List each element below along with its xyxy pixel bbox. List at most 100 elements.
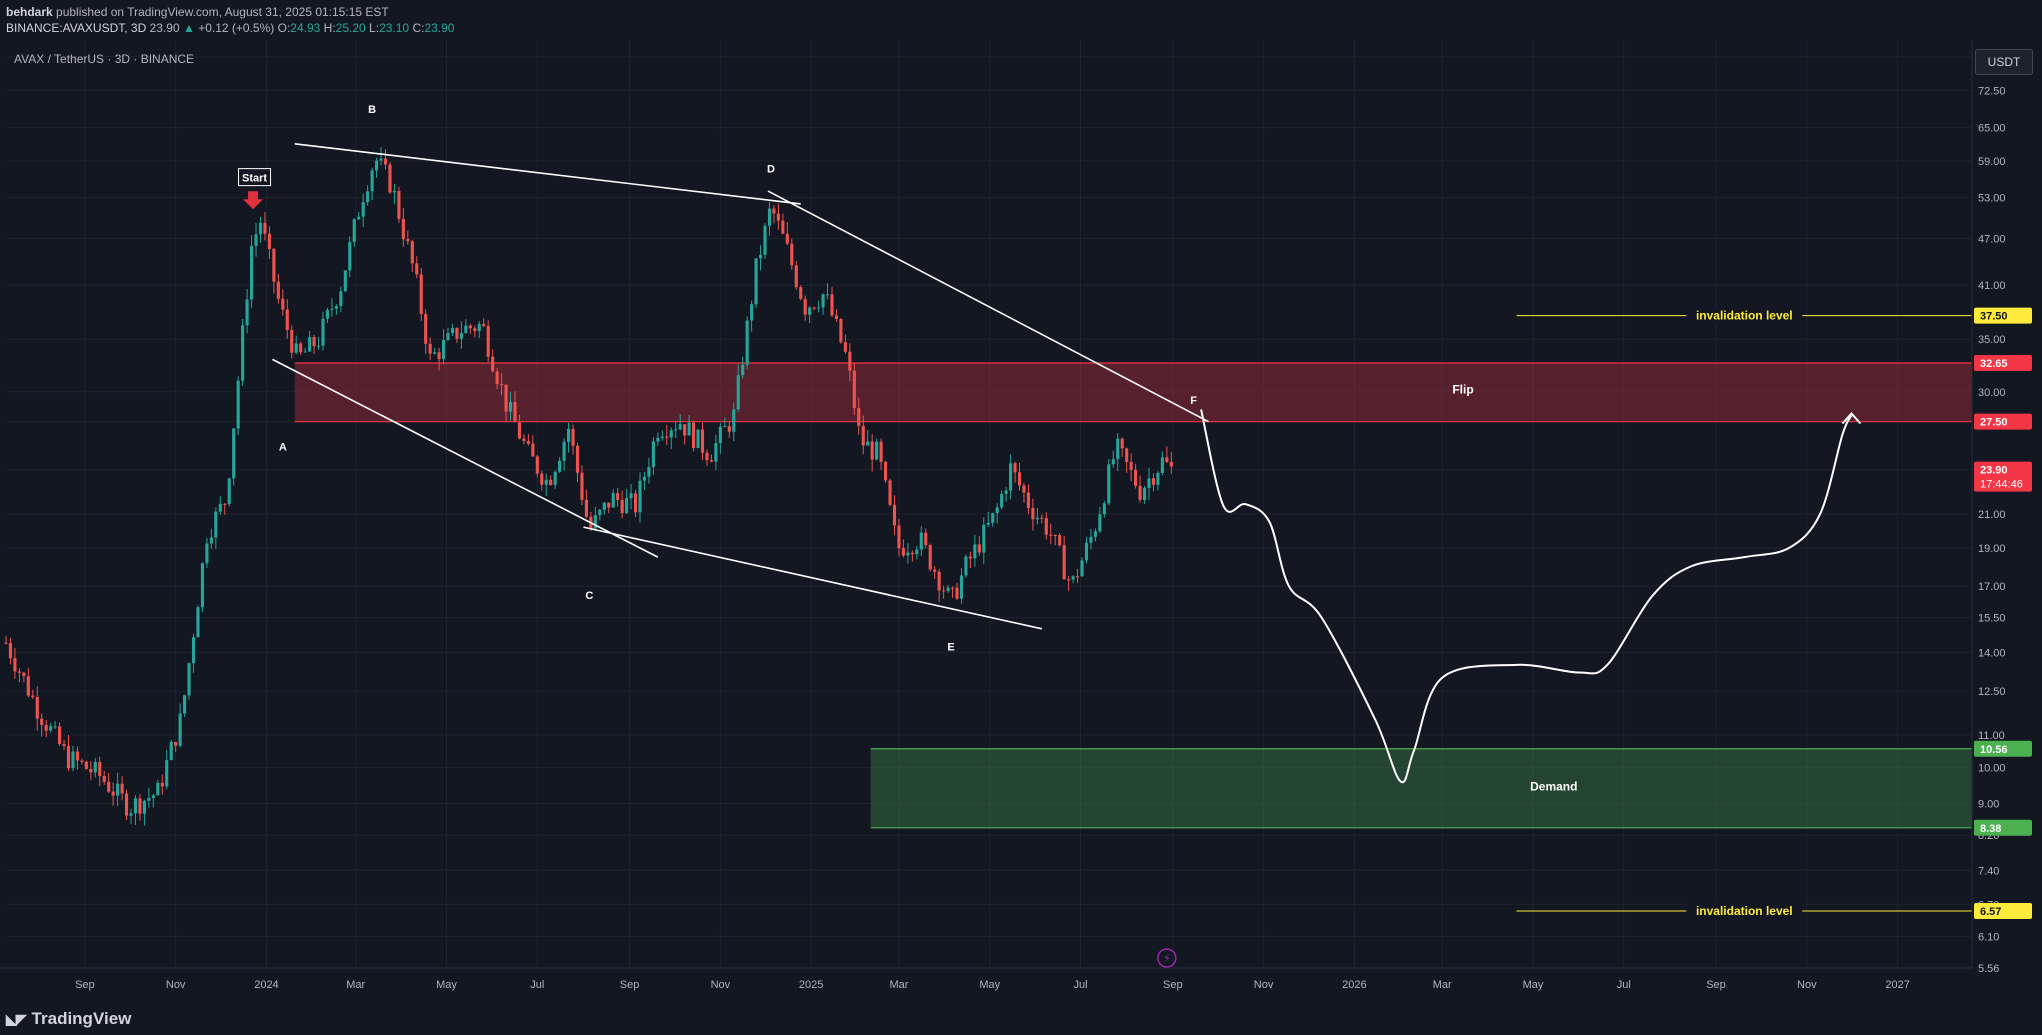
candle-body (968, 556, 972, 559)
candle-body (745, 320, 749, 365)
candle-body (933, 569, 937, 572)
candle-body (187, 663, 191, 696)
price-tick-label: 65.00 (1978, 123, 2006, 135)
author-name[interactable]: behdark (6, 5, 53, 19)
low-value: 23.10 (379, 21, 410, 35)
invalidation-label-bg (1686, 307, 1803, 324)
candle-body (687, 422, 691, 436)
symbol[interactable]: BINANCE:AVAXUSDT, 3D (6, 21, 147, 35)
candle-body (437, 352, 441, 360)
candle-body (799, 287, 803, 299)
candle-body (66, 745, 71, 769)
candle-body (611, 493, 615, 508)
candle-body (450, 327, 455, 333)
candle-body (245, 299, 249, 326)
candle-body (660, 436, 664, 438)
candle-body (1147, 478, 1151, 489)
candle-body (651, 441, 655, 468)
candle-body (383, 158, 388, 165)
candle-body (1102, 503, 1106, 515)
candle-body (884, 461, 888, 481)
candle-body (616, 493, 620, 500)
candle-body (120, 783, 124, 794)
candle-body (330, 308, 334, 310)
candle-body (758, 254, 763, 259)
candle-body (44, 724, 48, 731)
candle-body (683, 424, 687, 436)
candle-body (169, 741, 173, 761)
footer: ◣◤ TradingView (0, 1001, 2042, 1035)
candle-body (924, 532, 928, 545)
time-tick-label: May (979, 979, 1000, 991)
price-label: 37.50 (1980, 311, 2008, 323)
candle-body (1160, 457, 1164, 474)
time-tick-label: Sep (1163, 979, 1183, 991)
candle-body (13, 658, 17, 672)
chart-title: AVAX / TetherUS · 3D · BINANCE (14, 52, 194, 66)
invalidation-label: invalidation level (1696, 904, 1793, 918)
currency-selector[interactable]: USDT (1975, 49, 2033, 75)
price-tick-label: 6.10 (1978, 931, 1999, 943)
candle-body (942, 590, 946, 592)
candle-body (428, 343, 432, 354)
candle-body (808, 307, 812, 315)
time-tick-label: 2027 (1885, 979, 1909, 991)
low-label: L: (369, 21, 380, 35)
candle-body (1004, 490, 1008, 494)
candle-body (98, 761, 102, 776)
candle-body (625, 498, 629, 514)
price-label-bg (1974, 740, 2032, 757)
zone-label: Demand (1530, 780, 1577, 794)
candle-body (584, 499, 588, 517)
candle-body (790, 243, 794, 266)
symbol-line: BINANCE:AVAXUSDT, 3D 23.90 ▲ +0.12 (+0.5… (6, 21, 454, 35)
price-label: 8.38 (1980, 823, 2001, 835)
candles (4, 147, 1173, 826)
candle-body (495, 371, 499, 385)
candle-body (464, 325, 468, 333)
candle-body (196, 607, 200, 638)
candle-body (258, 222, 263, 235)
time-tick-label: 2026 (1342, 979, 1366, 991)
candle-body (321, 318, 325, 346)
candle-body (928, 544, 932, 570)
candle-body (272, 248, 276, 282)
candle-body (669, 430, 673, 438)
replay-marker-icon (1157, 948, 1177, 968)
candle-body (1022, 485, 1026, 493)
candle-body (754, 258, 758, 305)
tradingview-logo[interactable]: ◣◤ TradingView (6, 1009, 131, 1029)
candle-body (794, 265, 798, 288)
candle-body (348, 241, 352, 271)
candle-body (1142, 488, 1147, 500)
publish-line: behdark published on TradingView.com, Au… (6, 5, 389, 19)
candle-body (71, 751, 75, 769)
price-tick-label: 15.50 (1978, 613, 2006, 625)
candle-body (946, 587, 950, 591)
zone-demand (870, 748, 1972, 828)
candle-body (839, 319, 843, 343)
candle-body (901, 548, 905, 556)
price-tick-label: 11.00 (1978, 730, 2005, 742)
candle-body (1111, 459, 1115, 465)
high-value: 25.20 (335, 21, 366, 35)
candle-body (950, 587, 955, 589)
candle-body (133, 798, 138, 814)
candle-body (1017, 472, 1022, 486)
candle-body (504, 384, 508, 412)
candle-body (214, 511, 218, 538)
candle-body (821, 294, 825, 308)
candle-body (575, 445, 580, 473)
candle-body (562, 441, 566, 461)
candle-body (75, 751, 79, 761)
time-tick-label: Jul (530, 979, 544, 991)
close-value: 23.90 (424, 21, 455, 35)
candle-body (692, 422, 696, 449)
candle-body (1134, 469, 1138, 486)
price-tick-label: 12.50 (1978, 686, 2006, 698)
zone-label: Flip (1452, 383, 1473, 397)
candle-body (696, 429, 700, 449)
candle-body (53, 726, 57, 728)
